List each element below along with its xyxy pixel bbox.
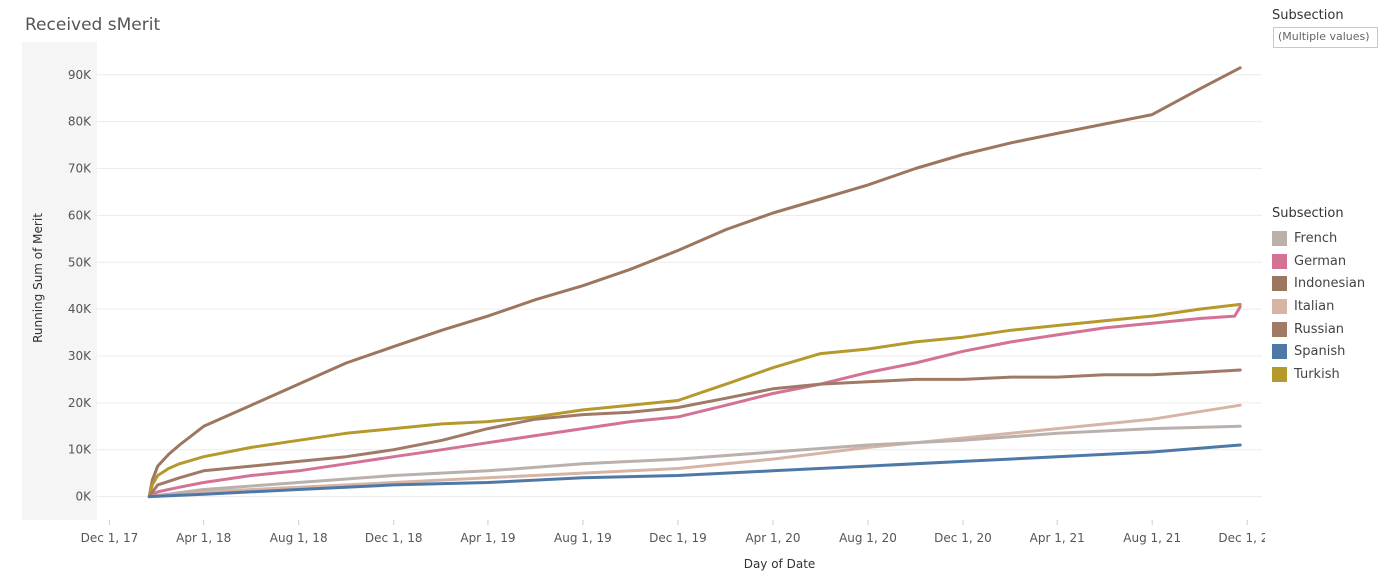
series-line-turkish [147, 302, 1242, 499]
x-tick-label: Aug 1, 19 [554, 531, 612, 545]
x-tick-label: Dec 1, 18 [365, 531, 423, 545]
y-tick-label: 30K [68, 349, 92, 363]
legend-item-french[interactable]: French [1272, 227, 1377, 250]
series-line-indonesian [147, 66, 1242, 499]
x-axis-title: Day of Date [744, 557, 816, 571]
x-tick-label: Apr 1, 19 [460, 531, 515, 545]
legend-swatch [1272, 230, 1287, 246]
x-tick-label: Aug 1, 18 [270, 531, 328, 545]
legend-item-turkish[interactable]: Turkish [1272, 363, 1377, 386]
legend: Subsection French German Indonesian Italian… [1272, 206, 1377, 386]
subsection-filter-dropdown[interactable]: (Multiple values) [1273, 27, 1378, 48]
y-tick-label: 60K [68, 208, 92, 222]
x-tick-label: Dec 1, 21 [1218, 531, 1265, 545]
y-tick-label: 90K [68, 68, 92, 82]
line-chart: 0K 10K 20K 30K 40K 50K 60K 70K 80K 90K Dec 1, 17 Ap… [22, 42, 1265, 571]
legend-item-german[interactable]: German [1272, 250, 1377, 273]
y-tick-label: 10K [68, 443, 92, 457]
y-tick-label: 70K [68, 162, 92, 176]
legend-swatch [1272, 321, 1287, 337]
y-tick-label: 50K [68, 255, 92, 269]
series-line-french [147, 424, 1242, 499]
y-tick-label: 80K [68, 115, 92, 129]
x-tick-label: Dec 1, 17 [81, 531, 139, 545]
chart-title: Received sMerit [25, 15, 161, 35]
legend-item-indonesian[interactable]: Indonesian [1272, 272, 1377, 295]
series-line-german [147, 305, 1242, 499]
series-line-spanish [147, 443, 1242, 499]
legend-swatch [1272, 344, 1287, 360]
x-tick-label: Dec 1, 20 [934, 531, 992, 545]
x-tick-label: Apr 1, 21 [1030, 531, 1085, 545]
x-tick-label: Dec 1, 19 [649, 531, 707, 545]
filter-title: Subsection [1272, 8, 1344, 23]
legend-swatch [1272, 366, 1287, 382]
legend-item-russian[interactable]: Russian [1272, 318, 1377, 341]
legend-label: Italian [1294, 298, 1335, 314]
y-tick-label: 40K [68, 302, 92, 316]
legend-items: French German Indonesian Italian Russian Span… [1272, 227, 1377, 386]
legend-swatch [1272, 298, 1287, 314]
series-line-russian [147, 368, 1242, 499]
legend-title: Subsection [1272, 206, 1344, 221]
y-axis-band [22, 42, 97, 520]
legend-swatch [1272, 276, 1287, 292]
x-tick-label: Apr 1, 18 [176, 531, 231, 545]
series-line-italian [147, 403, 1242, 499]
legend-swatch [1272, 253, 1287, 269]
x-tick-label: Aug 1, 20 [839, 531, 897, 545]
legend-label: Indonesian [1294, 276, 1366, 292]
legend-label: German [1294, 253, 1347, 269]
y-axis-title: Running Sum of Merit [31, 213, 45, 343]
legend-label: French [1294, 230, 1338, 246]
y-tick-label: 0K [75, 490, 92, 504]
legend-label: Spanish [1294, 344, 1346, 360]
legend-item-spanish[interactable]: Spanish [1272, 340, 1377, 363]
y-tick-label: 20K [68, 396, 92, 410]
x-tick-label: Aug 1, 21 [1123, 531, 1181, 545]
legend-item-italian[interactable]: Italian [1272, 295, 1377, 318]
legend-label: Turkish [1294, 366, 1340, 382]
x-tick-label: Apr 1, 20 [745, 531, 800, 545]
legend-label: Russian [1294, 321, 1345, 337]
